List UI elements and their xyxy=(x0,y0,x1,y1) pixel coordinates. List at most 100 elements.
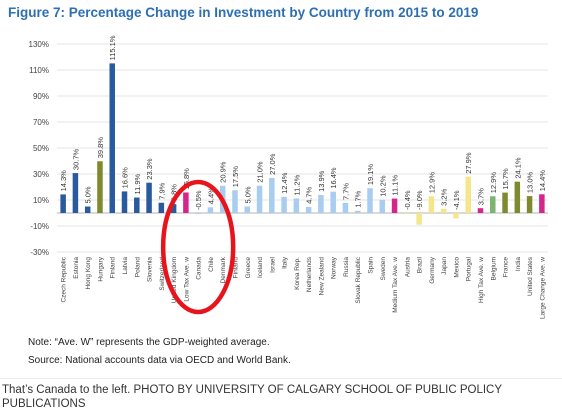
data-label: -0.4% xyxy=(403,190,412,210)
data-label: -0.5% xyxy=(194,190,203,210)
bar xyxy=(305,206,312,213)
data-label: 11.9% xyxy=(133,173,142,194)
bar xyxy=(121,191,128,213)
data-label: 12.4% xyxy=(280,172,289,194)
bar xyxy=(490,196,496,213)
x-tick-label: Mexico xyxy=(453,257,460,278)
bar xyxy=(391,198,398,213)
annotation-circle xyxy=(160,179,236,315)
y-tick-label: 10% xyxy=(33,196,49,205)
x-tick-label: Large Change Ave. w xyxy=(539,257,546,319)
data-label: 24.1% xyxy=(513,157,522,179)
x-tick-label: Belgium xyxy=(490,257,497,280)
data-label: 1.7% xyxy=(354,190,363,207)
bar xyxy=(170,204,177,213)
data-label: 5.0% xyxy=(84,186,93,203)
x-tick-label: Norway xyxy=(331,256,338,279)
bar xyxy=(97,161,103,213)
data-label: 13.0% xyxy=(526,172,535,194)
x-tick-label: Austria xyxy=(404,257,411,278)
y-tick-label: -30% xyxy=(30,248,49,257)
x-tick-label: France xyxy=(503,257,510,278)
bar xyxy=(60,194,66,213)
bar xyxy=(539,194,545,213)
data-label: 12.9% xyxy=(427,172,436,194)
x-tick-label: Latvia xyxy=(122,257,129,275)
data-label: 10.2% xyxy=(378,175,387,197)
bar xyxy=(256,185,263,213)
bar xyxy=(465,176,471,213)
data-label: 11.1% xyxy=(391,175,400,196)
bar xyxy=(146,182,152,213)
data-label: 5.0% xyxy=(243,186,252,203)
data-label: 23.3% xyxy=(145,158,154,180)
x-tick-label: Low Tax Ave. w xyxy=(183,257,190,302)
x-tick-label: Hungary xyxy=(97,256,104,281)
data-label: -4.1% xyxy=(452,190,461,210)
bar xyxy=(514,181,521,213)
x-tick-label: Spain xyxy=(368,257,375,274)
data-label: 3.2% xyxy=(440,188,449,205)
bar xyxy=(453,213,459,219)
data-label: 6.8% xyxy=(170,184,179,201)
data-label: 20.9% xyxy=(219,161,228,183)
x-tick-label: Portugal xyxy=(466,256,473,281)
data-label: 14.4% xyxy=(538,170,547,192)
data-label: -9.0% xyxy=(415,190,424,210)
x-tick-label: Czech Republic xyxy=(61,256,68,302)
bar xyxy=(109,63,115,214)
data-label: 30.7% xyxy=(71,148,80,170)
x-tick-label: Canada xyxy=(196,257,203,280)
y-tick-label: 110% xyxy=(29,66,49,75)
data-label: 17.5% xyxy=(231,166,240,188)
bar xyxy=(502,192,508,213)
y-tick-label: 130% xyxy=(29,40,49,49)
chart-title: Figure 7: Percentage Change in Investmen… xyxy=(8,5,479,20)
x-tick-label: Italy xyxy=(282,256,289,269)
bar xyxy=(84,206,91,213)
data-label: 7.7% xyxy=(341,183,350,200)
bar xyxy=(354,210,361,213)
x-tick-label: Greece xyxy=(245,257,252,279)
bar xyxy=(318,194,324,213)
data-label: 16.6% xyxy=(121,167,130,189)
data-label: 7.9% xyxy=(157,182,166,199)
bar xyxy=(281,196,287,213)
chart-note: Note: “Ave. W” represents the GDP-weight… xyxy=(28,337,270,348)
bar xyxy=(477,208,484,213)
y-tick-label: 50% xyxy=(33,144,49,153)
x-tick-label: Slovenia xyxy=(147,257,154,282)
data-label: 115.1% xyxy=(108,35,117,60)
x-tick-label: Finland xyxy=(110,257,117,279)
data-label: 15.8% xyxy=(182,168,191,190)
x-tick-label: Russia xyxy=(343,257,350,277)
x-tick-label: United States xyxy=(527,256,534,296)
x-tick-label: Germany xyxy=(429,256,436,283)
bar xyxy=(404,213,410,214)
data-label: 15.7% xyxy=(501,168,510,190)
x-tick-label: Brazil xyxy=(417,256,424,273)
x-tick-label: Hong Kong xyxy=(85,257,92,290)
y-tick-label: 90% xyxy=(33,92,49,101)
x-tick-label: Japan xyxy=(441,257,448,275)
bar-chart: -30% -10% 10% 30% 50% 70% 90% 110% 130% 14.3% Czec… xyxy=(29,35,548,319)
bar xyxy=(379,199,386,213)
bar xyxy=(293,198,300,213)
x-tick-label: United Kingdom xyxy=(171,257,178,303)
x-tick-label: Slovak Republic xyxy=(355,256,362,303)
chart-source: Source: National accounts data via OECD … xyxy=(28,355,291,366)
bar xyxy=(367,188,373,213)
x-tick-label: Denmark xyxy=(220,256,227,283)
bar xyxy=(330,191,336,213)
bar xyxy=(342,202,349,213)
data-label: 11.2% xyxy=(292,174,301,195)
x-tick-label: Medium Tax Ave. w xyxy=(392,257,399,313)
y-tick-label: 30% xyxy=(33,170,49,179)
x-tick-label: Israel xyxy=(269,256,276,272)
bar xyxy=(134,197,140,213)
x-tick-label: India xyxy=(515,257,522,271)
x-tick-label: Korea Rep. xyxy=(294,257,301,290)
data-label: 19.1% xyxy=(366,164,375,186)
x-tick-label: Chile xyxy=(208,257,215,272)
x-tick-label: Sweden xyxy=(380,257,387,281)
